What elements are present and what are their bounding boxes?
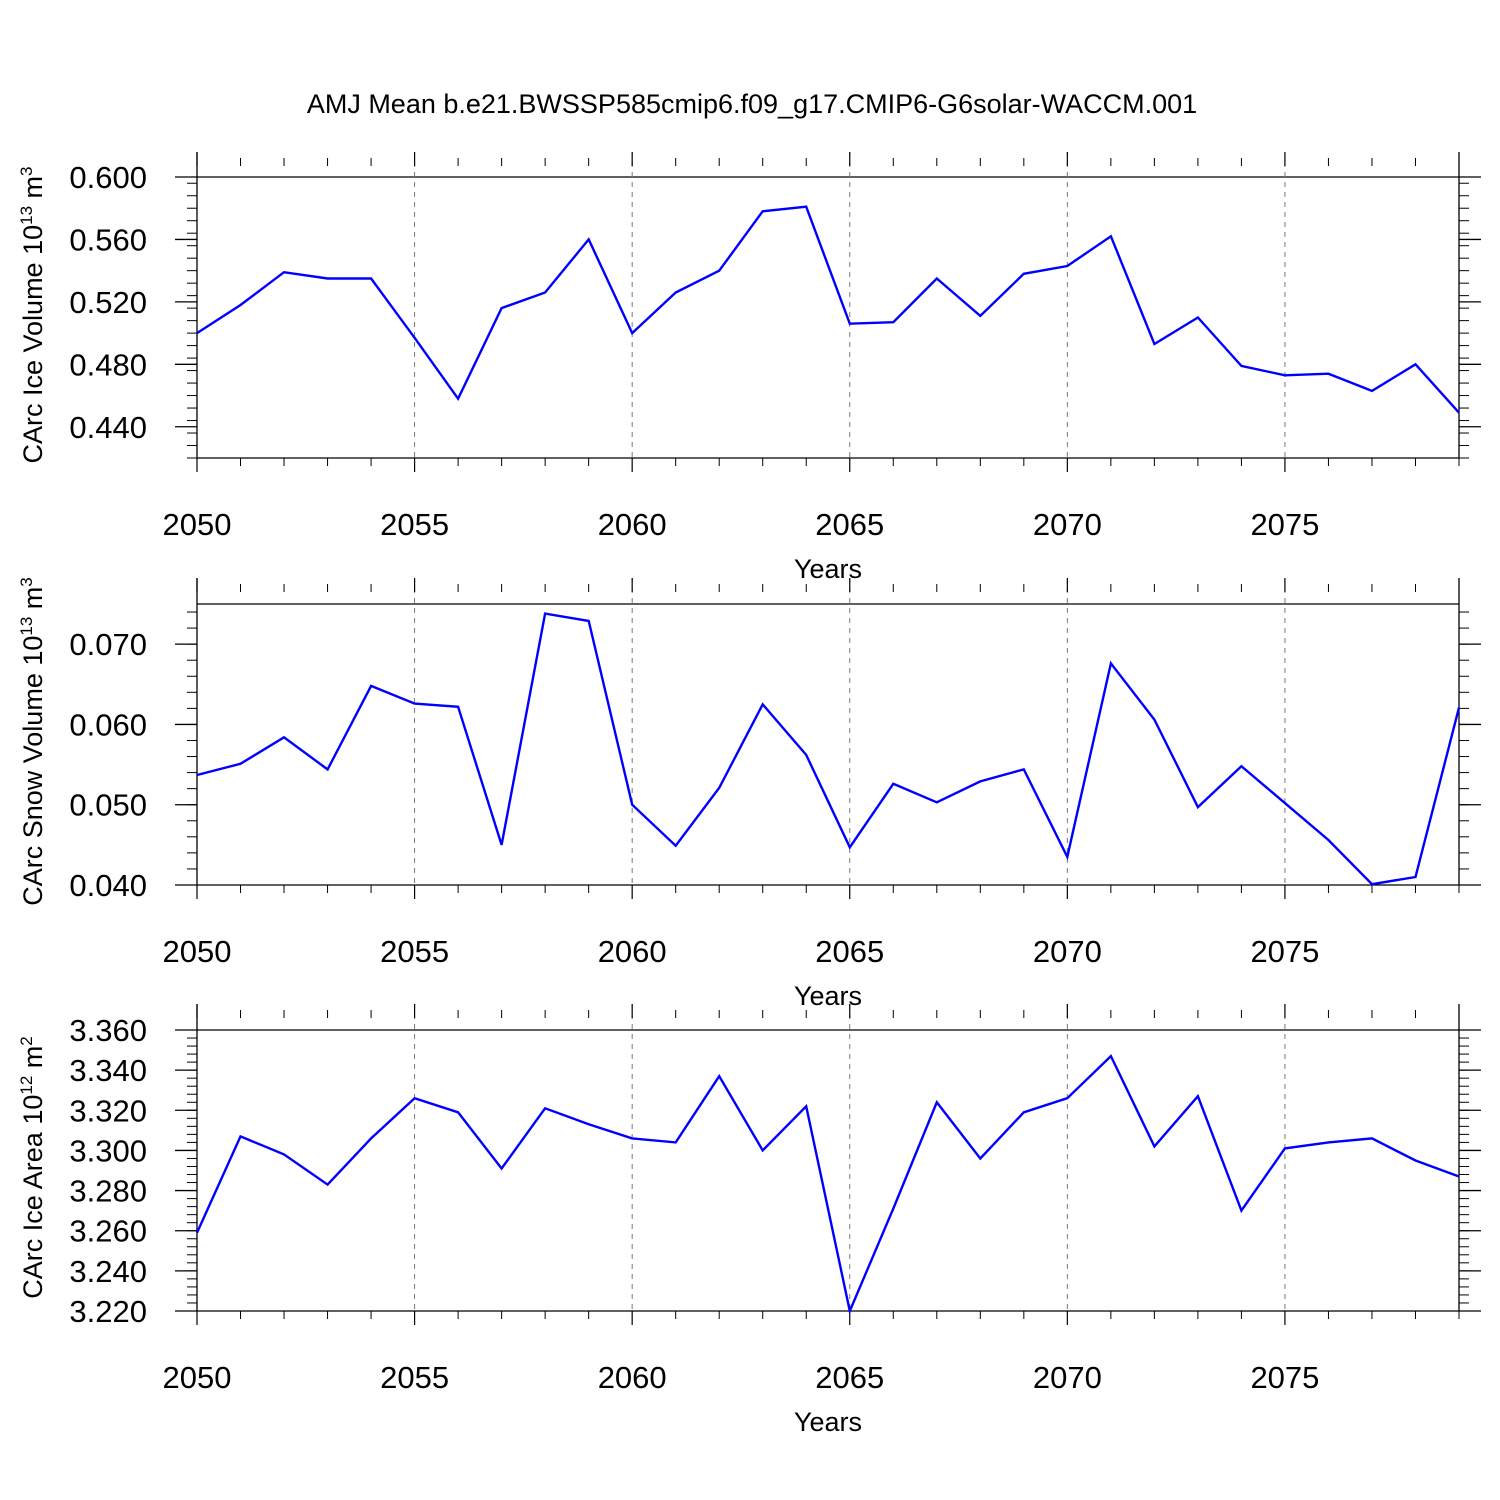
y-tick-label: 0.440 <box>69 410 147 445</box>
chart-panel: 2050 2055 2060 2065 2070 2075 0.070 0.060 0.050 0… <box>17 577 1481 1011</box>
y-axis-label-superscript: 2 <box>17 1036 36 1045</box>
data-series-line <box>195 1054 1460 1315</box>
x-tick-label: 2070 <box>1033 1360 1102 1395</box>
data-series-line <box>196 612 1461 886</box>
x-tick-label: 2065 <box>815 507 884 542</box>
data-series-line <box>196 205 1460 414</box>
x-tick-label: 2075 <box>1250 507 1319 542</box>
y-axis-label: CArc Ice Volume 1013 m3 <box>17 166 48 463</box>
x-tick-label: 2050 <box>163 934 232 969</box>
x-tick-label: 2050 <box>163 1360 232 1395</box>
x-tick-label: 2060 <box>598 934 667 969</box>
y-tick-label: 0.560 <box>69 222 147 257</box>
x-tick-label: 2065 <box>815 1360 884 1395</box>
x-tick-label: 2050 <box>163 507 232 542</box>
y-axis-label-part: CArc Ice Volume 10 <box>18 225 48 464</box>
y-tick-label: 0.600 <box>69 160 147 195</box>
x-tick-label: 2065 <box>815 934 884 969</box>
y-tick-label: 3.260 <box>69 1214 147 1249</box>
y-tick-label: 0.040 <box>69 868 147 903</box>
x-tick-label: 2070 <box>1033 507 1102 542</box>
x-axis-label: Years <box>794 554 862 584</box>
y-tick-label: 0.070 <box>69 627 147 662</box>
y-axis-label-part: m <box>18 1046 48 1076</box>
y-axis-label: CArc Snow Volume 1013 m3 <box>17 577 48 906</box>
x-tick-label: 2075 <box>1250 1360 1319 1395</box>
y-tick-label: 0.050 <box>69 788 147 823</box>
y-tick-label: 3.300 <box>69 1133 147 1168</box>
y-tick-label: 3.280 <box>69 1174 147 1209</box>
y-axis-label-superscript: 13 <box>17 206 36 225</box>
y-tick-label: 3.340 <box>69 1053 147 1088</box>
y-axis-label-part: m <box>18 176 48 206</box>
y-axis-label: CArc Ice Area 1012 m2 <box>17 1036 48 1299</box>
x-tick-label: 2055 <box>380 934 449 969</box>
y-tick-label: 3.320 <box>69 1093 147 1128</box>
y-tick-label: 0.480 <box>69 347 147 382</box>
x-tick-label: 2060 <box>598 507 667 542</box>
y-axis-label-superscript: 3 <box>17 166 36 175</box>
y-tick-label: 3.360 <box>69 1013 147 1048</box>
panels: 2050 2055 2060 2065 2070 2075 0.600 0.560 0.520 0… <box>17 152 1481 1437</box>
y-axis-label-part: CArc Snow Volume 10 <box>18 636 48 906</box>
y-tick-label: 3.240 <box>69 1254 147 1289</box>
figure-title: AMJ Mean b.e21.BWSSP585cmip6.f09_g17.CMI… <box>307 89 1197 119</box>
y-tick-label: 0.060 <box>69 707 147 742</box>
y-axis-label-part: CArc Ice Area 10 <box>18 1095 48 1299</box>
x-axis-label: Years <box>794 1407 862 1437</box>
x-tick-label: 2060 <box>598 1360 667 1395</box>
x-tick-label: 2055 <box>380 507 449 542</box>
y-tick-label: 0.520 <box>69 285 147 320</box>
x-axis-label: Years <box>794 981 862 1011</box>
y-axis-label-superscript: 13 <box>17 617 36 636</box>
chart-panel: 2050 2055 2060 2065 2070 2075 0.600 0.560 0.520 0… <box>17 152 1481 584</box>
x-tick-label: 2070 <box>1033 934 1102 969</box>
y-axis-label-superscript: 12 <box>17 1076 36 1095</box>
y-tick-label: 3.220 <box>69 1294 147 1329</box>
chart-panel: 2050 2055 2060 2065 2070 2075 3.360 3.340 3.320 3… <box>17 1004 1481 1437</box>
y-axis-label-superscript: 3 <box>17 577 36 586</box>
x-tick-label: 2075 <box>1250 934 1319 969</box>
x-tick-label: 2055 <box>380 1360 449 1395</box>
y-axis-label-part: m <box>18 587 48 617</box>
